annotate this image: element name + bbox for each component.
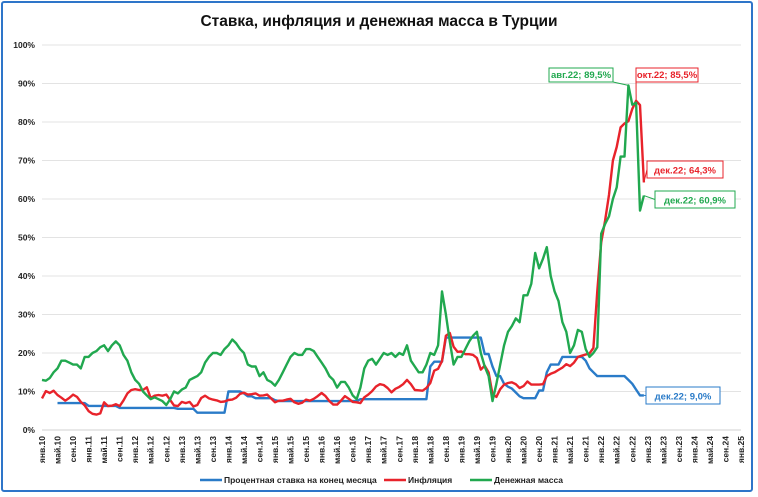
x-tick-label: янв.22 <box>596 436 606 463</box>
annotation-label: дек.22; 60,9% <box>664 196 727 207</box>
x-tick-label: янв.21 <box>550 436 560 463</box>
x-tick-label: сен.24 <box>720 436 730 463</box>
annotation-leader <box>643 195 656 200</box>
x-tick-label: сен.10 <box>68 436 78 463</box>
x-tick-label: янв.25 <box>736 436 746 463</box>
x-tick-label: май.17 <box>379 436 389 464</box>
x-tick-label: янв.12 <box>130 436 140 463</box>
y-tick-label: 40% <box>18 271 35 281</box>
x-tick-label: май.20 <box>519 436 529 464</box>
y-tick-label: 60% <box>18 194 35 204</box>
y-tick-label: 10% <box>18 387 35 397</box>
annotation-box <box>645 386 721 405</box>
y-tick-label: 80% <box>18 117 35 127</box>
x-tick-label: янв.18 <box>410 436 420 463</box>
x-tick-label: сен.22 <box>627 436 637 463</box>
y-tick-label: 50% <box>18 233 35 243</box>
x-tick-label: сен.20 <box>534 436 544 463</box>
x-tick-label: май.15 <box>286 436 296 464</box>
x-tick-label: май.13 <box>192 436 202 464</box>
x-tick-label: сен.16 <box>348 436 358 463</box>
x-tick-label: май.24 <box>705 436 715 464</box>
annotation-label: дек.22; 64,3% <box>654 166 717 177</box>
x-tick-label: сен.12 <box>161 436 171 463</box>
annotation-box <box>635 67 699 83</box>
x-tick-label: янв.20 <box>503 436 513 463</box>
annotation-box <box>654 190 736 209</box>
annotation-leader <box>612 81 629 86</box>
annotation-label: авг.22; 89,5% <box>551 70 612 81</box>
x-tick-label: сен.21 <box>581 436 591 463</box>
chart-title: Ставка, инфляция и денежная масса в Турц… <box>200 13 557 30</box>
y-tick-label: 30% <box>18 310 35 320</box>
x-tick-label: май.12 <box>146 436 156 464</box>
x-tick-label: май.14 <box>239 436 249 464</box>
x-tick-label: янв.13 <box>177 436 187 463</box>
x-tick-label: янв.17 <box>363 436 373 463</box>
legend: Процентная ставка на конец месяца Инфляци… <box>200 475 563 485</box>
x-tick-label: янв.11 <box>84 436 94 463</box>
x-tick-label: янв.10 <box>37 436 47 463</box>
x-tick-label: янв.19 <box>456 436 466 463</box>
series-line <box>41 84 646 407</box>
annotation-leader <box>643 169 648 183</box>
legend-label: Денежная масса <box>494 475 563 485</box>
y-axis-ticks: 0% 10% 20% 30% 40% 50% 60% 70% 80% 90% 100% <box>13 40 35 435</box>
x-axis-ticks: янв.10 май.10 сен.10 янв.11 май.11 сен.11 янв.… <box>37 436 746 464</box>
annotations: авг.22; 89,5% окт.22; 85,5% дек.22; 64,3% д… <box>548 67 736 405</box>
y-tick-label: 20% <box>18 348 35 358</box>
x-tick-label: май.22 <box>612 436 622 464</box>
gridlines <box>42 44 741 431</box>
x-tick-label: май.11 <box>99 436 109 464</box>
x-tick-label: янв.16 <box>317 436 327 463</box>
x-tick-label: сен.15 <box>301 436 311 463</box>
legend-label: Процентная ставка на конец месяца <box>224 475 377 485</box>
x-tick-label: янв.24 <box>689 436 699 463</box>
x-tick-label: янв.15 <box>270 436 280 463</box>
x-tick-label: сен.19 <box>487 436 497 463</box>
legend-label: Инфляция <box>408 475 452 485</box>
x-tick-label: май.16 <box>332 436 342 464</box>
x-tick-label: май.10 <box>53 436 63 464</box>
series-line <box>40 99 646 416</box>
x-tick-label: май.23 <box>658 436 668 464</box>
x-tick-label: май.18 <box>425 436 435 464</box>
x-tick-label: сен.17 <box>394 436 404 463</box>
y-tick-label: 0% <box>23 425 36 435</box>
annotation-label: дек.22; 9,0% <box>655 392 712 403</box>
x-tick-label: янв.23 <box>643 436 653 463</box>
x-tick-label: сен.11 <box>115 436 125 462</box>
x-tick-label: сен.23 <box>674 436 684 463</box>
x-tick-label: сен.14 <box>254 436 264 463</box>
y-tick-label: 90% <box>18 79 35 89</box>
annotation-box <box>548 67 614 83</box>
y-tick-label: 70% <box>18 156 35 166</box>
x-tick-label: сен.18 <box>441 436 451 463</box>
series-lines <box>40 84 646 416</box>
annotation-label: окт.22; 85,5% <box>637 70 698 81</box>
x-tick-label: сен.13 <box>208 436 218 463</box>
annotation-box <box>646 160 724 179</box>
x-tick-label: янв.14 <box>223 436 233 463</box>
x-tick-label: май.21 <box>565 436 575 464</box>
x-tick-label: май.19 <box>472 436 482 464</box>
y-tick-label: 100% <box>13 40 35 50</box>
